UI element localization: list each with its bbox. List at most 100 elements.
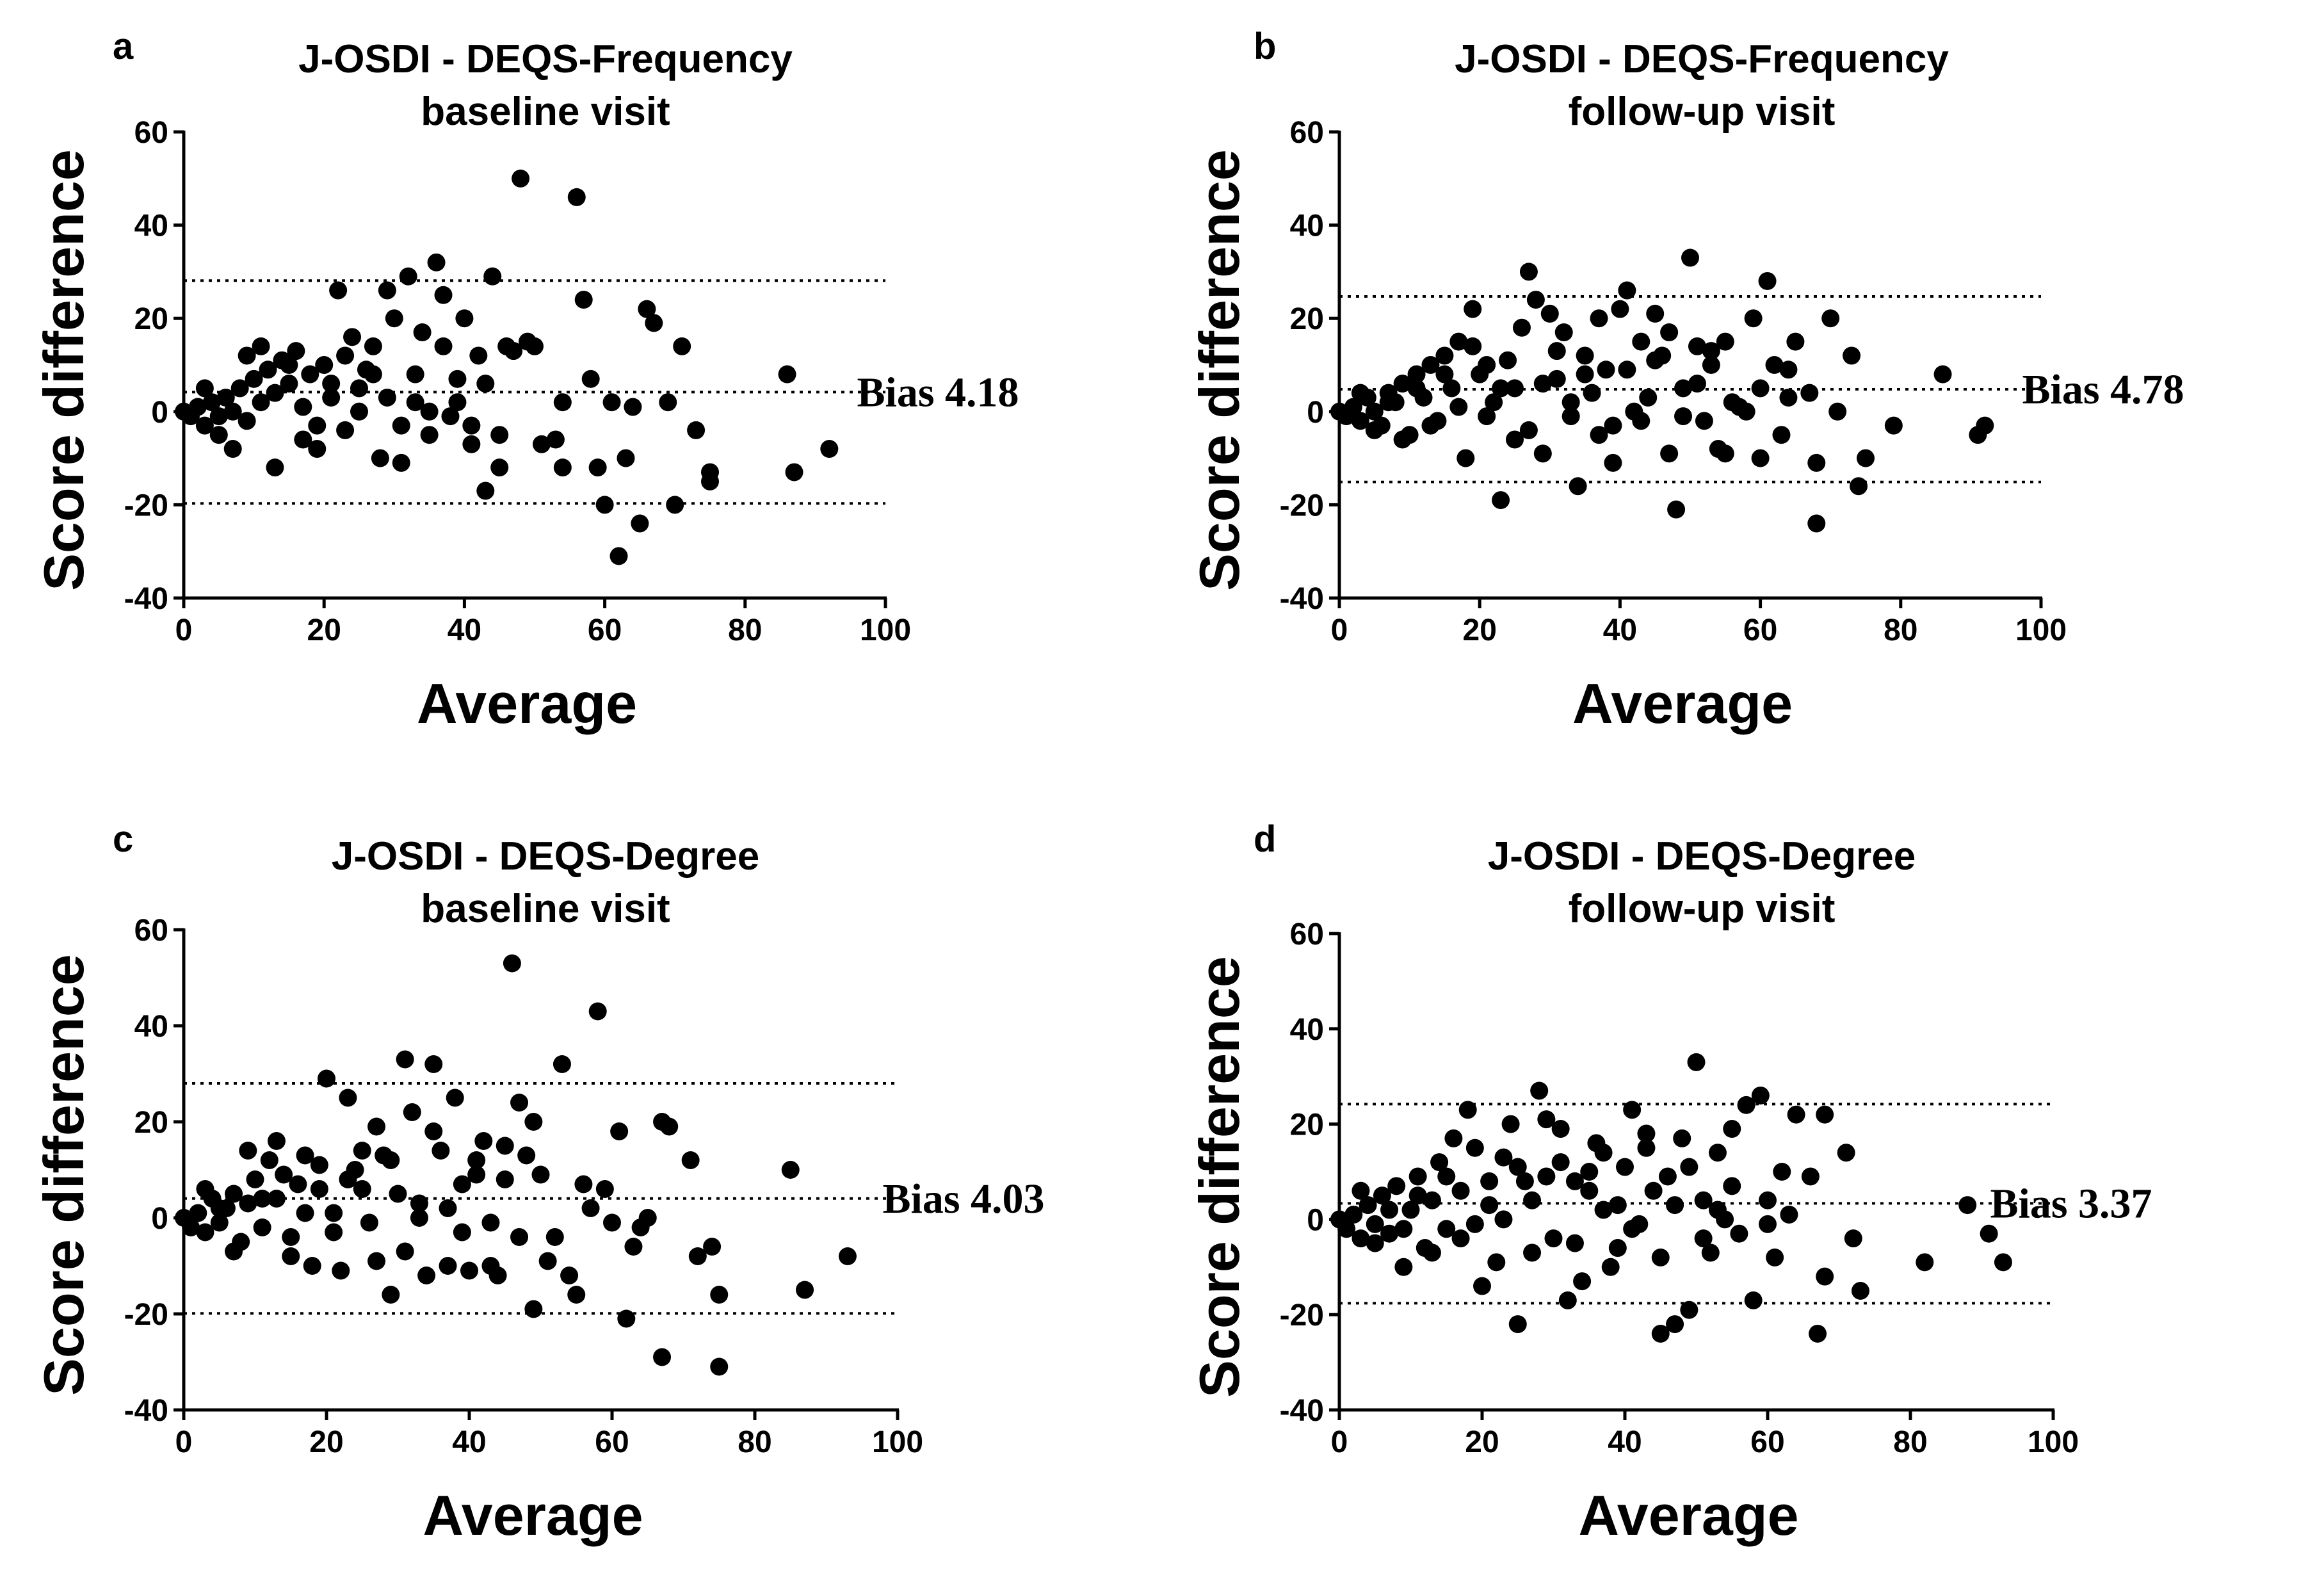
data-point: [396, 1242, 414, 1261]
data-point: [1394, 1258, 1413, 1276]
data-point: [360, 1213, 378, 1232]
data-point: [1766, 1248, 1784, 1267]
chart-title-line-2: follow-up visit: [1569, 90, 1836, 134]
data-point: [1779, 360, 1798, 379]
data-point: [1380, 1224, 1399, 1243]
data-point: [659, 393, 677, 412]
data-point: [1780, 1205, 1798, 1224]
panel-letter: a: [113, 26, 134, 67]
data-point: [325, 1204, 343, 1222]
data-point: [378, 281, 396, 300]
data-point: [1558, 1291, 1577, 1309]
data-point: [424, 1055, 443, 1073]
data-point: [1573, 1272, 1592, 1291]
data-point: [1751, 1086, 1770, 1105]
data-point: [196, 1180, 214, 1198]
y-tick-label: 20: [1290, 1108, 1324, 1142]
data-point: [1533, 444, 1552, 463]
data-point: [310, 1180, 328, 1198]
x-tick-label: 100: [2015, 613, 2067, 647]
data-point: [1694, 1229, 1713, 1248]
data-point: [1442, 379, 1461, 398]
data-point: [1401, 1201, 1420, 1219]
x-axis-label: Average: [1578, 1484, 1798, 1547]
data-point: [567, 188, 586, 206]
y-tick-label: -40: [124, 582, 168, 616]
data-point: [1857, 449, 1875, 467]
data-point: [353, 1142, 371, 1160]
data-point: [1590, 309, 1608, 328]
data-point: [1658, 1167, 1677, 1186]
data-point: [1773, 1163, 1791, 1181]
data-point: [1701, 1243, 1720, 1262]
data-point: [488, 1267, 507, 1284]
data-point: [1687, 1053, 1706, 1071]
data-point: [420, 402, 439, 421]
data-point: [446, 1088, 464, 1107]
data-point: [1430, 1153, 1449, 1172]
panel-d: d J-OSDI - DEQS-Degree follow-up visit -40 -…: [1188, 818, 2152, 1547]
data-point: [223, 440, 242, 458]
data-point: [1850, 477, 1868, 496]
data-point: [434, 337, 453, 355]
data-point: [1604, 453, 1622, 472]
data-point: [462, 435, 481, 453]
panel-c: c J-OSDI - DEQS-Degree baseline visit -40 -2…: [32, 818, 1045, 1547]
data-point: [329, 281, 348, 300]
data-point: [1723, 1120, 1741, 1138]
data-point: [574, 1175, 593, 1194]
y-tick-label: -40: [1280, 582, 1324, 616]
data-point: [1540, 304, 1559, 323]
data-point: [209, 426, 228, 444]
data-point: [1688, 375, 1706, 393]
data-point: [1851, 1282, 1869, 1300]
data-point: [403, 1103, 421, 1121]
data-point: [259, 360, 277, 379]
data-point: [1561, 407, 1580, 426]
data-point: [1730, 1224, 1748, 1243]
y-tick-label: 40: [134, 209, 168, 243]
data-point: [238, 346, 256, 365]
y-tick-label: 40: [1290, 1013, 1324, 1047]
y-tick-label: -20: [124, 1298, 168, 1332]
data-point: [371, 449, 389, 467]
x-tick-label: 80: [728, 613, 762, 647]
data-point: [1423, 1243, 1441, 1262]
y-tick-label: -20: [124, 489, 168, 522]
data-point: [294, 430, 312, 449]
data-point: [188, 398, 207, 416]
x-tick-label: 80: [738, 1425, 771, 1459]
data-point: [239, 1142, 257, 1160]
data-point: [1435, 346, 1454, 365]
data-point: [1337, 1220, 1356, 1238]
data-point: [1515, 1172, 1534, 1190]
data-point: [476, 375, 495, 393]
data-point: [481, 1213, 500, 1232]
data-point: [1365, 402, 1384, 421]
data-point: [195, 379, 214, 398]
y-tick-label: 60: [134, 116, 168, 150]
data-point: [1437, 1220, 1456, 1238]
data-point: [1786, 332, 1805, 351]
data-point: [553, 1055, 571, 1073]
data-point: [441, 407, 460, 426]
data-point: [1485, 393, 1503, 412]
data-point: [1601, 1258, 1620, 1276]
data-point: [1958, 1196, 1977, 1215]
data-point: [1708, 1201, 1727, 1219]
data-point: [339, 1170, 357, 1188]
data-point: [1554, 323, 1573, 342]
data-point: [1844, 1229, 1862, 1248]
data-point: [1809, 1324, 1827, 1343]
data-point: [1611, 300, 1629, 318]
bias-label: Bias 4.78: [2022, 366, 2184, 413]
data-point: [1480, 1172, 1499, 1190]
data-point: [610, 1122, 629, 1140]
data-point: [367, 1117, 386, 1136]
data-point: [289, 1175, 307, 1194]
y-axis-label: Score difference: [1188, 149, 1251, 591]
data-point: [1547, 369, 1566, 388]
data-point: [1423, 1191, 1441, 1210]
y-tick-label: 60: [1290, 918, 1324, 951]
data-point: [1580, 1163, 1599, 1181]
